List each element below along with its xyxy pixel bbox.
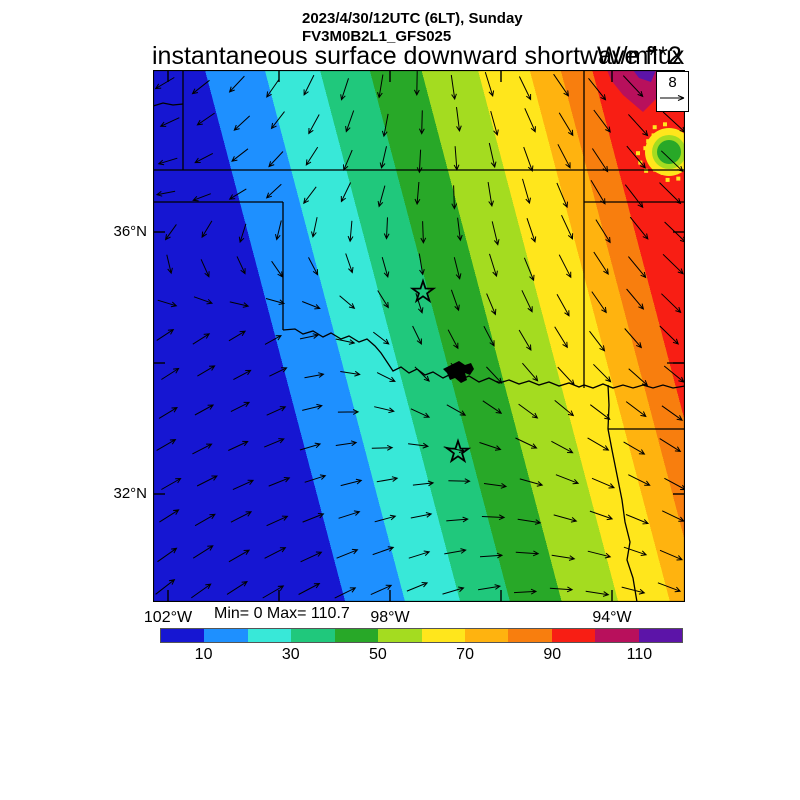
colorbar-segment [334,629,379,642]
colorbar-segment [421,629,465,642]
band-100-110-patch [607,70,657,112]
vector-reference-value: 8 [668,74,677,91]
colorbar-segment [247,629,292,642]
colorbar-tick-label: 70 [456,646,474,663]
lon-label: 94°W [592,609,632,626]
colorbar-segment [161,629,205,642]
colorbar-tick-label: 50 [369,646,387,663]
lon-label: 102°W [143,609,193,626]
anomaly-speckle [665,177,670,182]
flux-band-field [153,70,685,602]
colorbar-tick-label: 110 [626,646,653,663]
anomaly-speckle [663,122,667,127]
plot-title: instantaneous surface downward shortwave… [152,42,685,70]
colorbar-segment [464,629,509,642]
anomaly-ring [657,140,681,164]
colorbar-segment [378,629,422,642]
colorbar-segment [638,629,683,642]
anomaly-speckle [652,125,657,130]
minmax-label: Min= 0 Max= 110.7 [214,605,350,622]
border-red-river [282,328,686,389]
star-marker [409,278,437,304]
reference-arrow-icon [660,95,685,101]
anomaly-speckle [676,176,681,181]
datetime-heading: 2023/4/30/12UTC (6LT), Sunday [302,10,523,27]
anomaly-speckle [636,151,640,156]
wind-vector-field [154,71,687,599]
border-texas-arkansas-louisiana [607,384,638,603]
colorbar [160,628,683,643]
lat-label: 36°N [113,223,147,240]
model-heading: FV3M0B2L1_GFS025 [302,28,452,45]
border-arkansas-river-kansas [152,102,184,107]
colorbar-segment [595,629,639,642]
colorbar-tick-label: 90 [543,646,562,663]
lat-label: 32°N [113,485,147,502]
vector-reference-box: 8 [656,71,689,112]
lon-label: 98°W [370,609,410,626]
anomaly-speckle [644,168,649,173]
colorbar-segment [508,629,552,642]
map-frame [152,69,686,603]
star-marker [444,438,472,464]
river-blob-marker [443,361,474,383]
band-110-plus-patch [633,70,656,82]
flux-field-svg [152,69,702,603]
colorbar-segment [291,629,335,642]
map-canvas [152,69,702,607]
colorbar-segment [204,629,248,642]
colorbar-tick-label: 30 [281,646,300,663]
colorbar-segment [551,629,596,642]
colorbar-tick-label: 10 [194,646,213,663]
units-label: W/m**2 [597,42,682,70]
